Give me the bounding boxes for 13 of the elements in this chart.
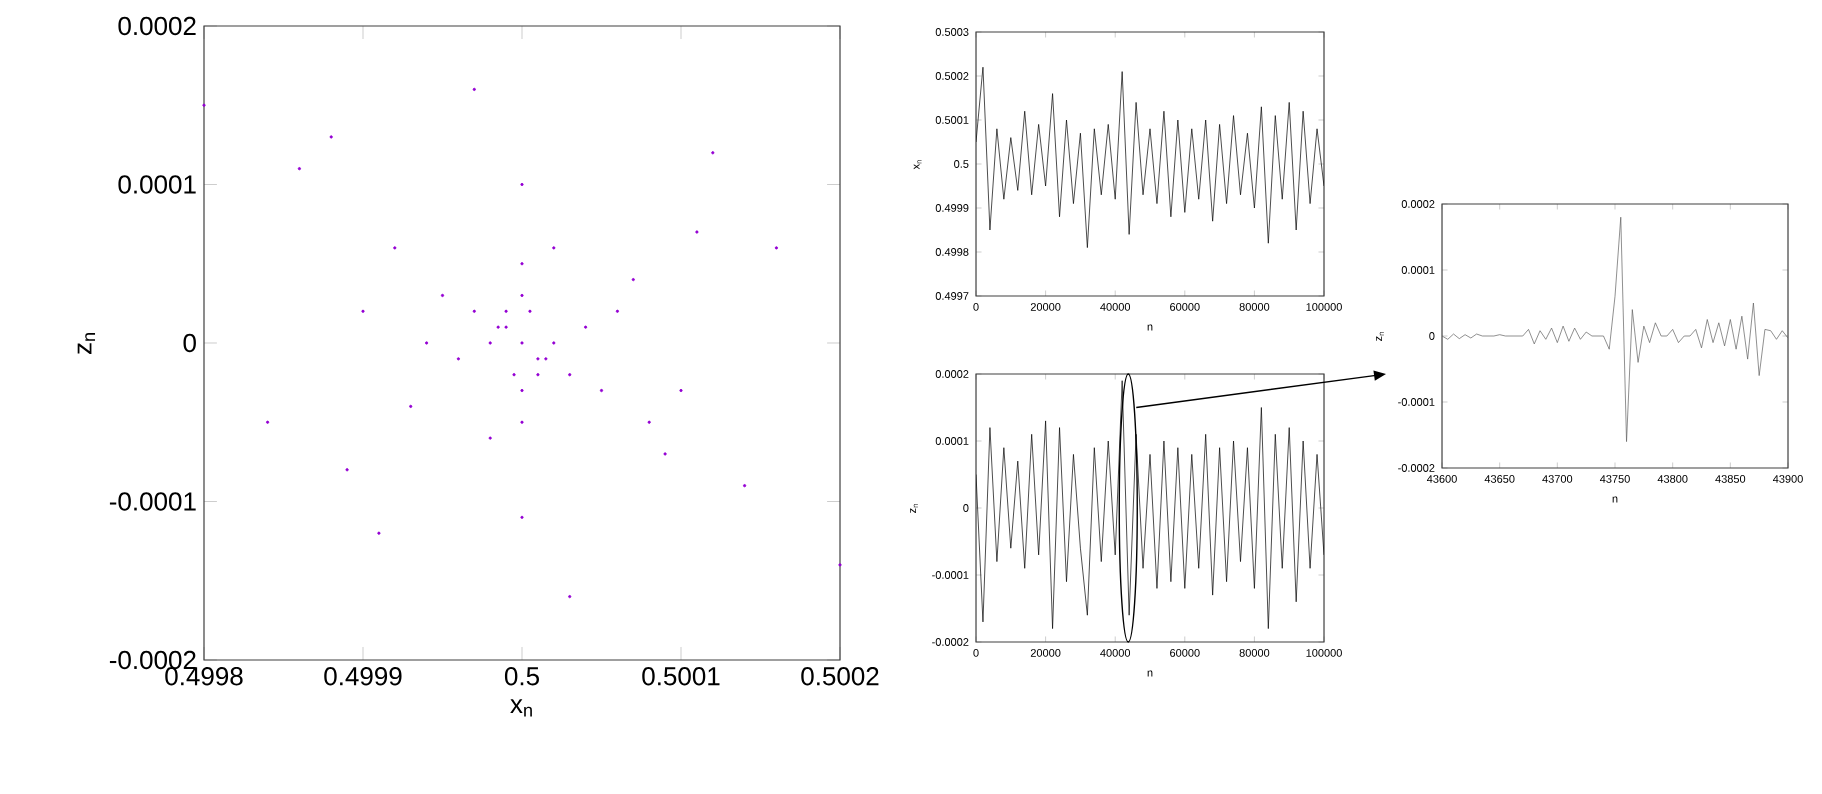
x-tick-label: 0.5001 <box>642 667 720 686</box>
y-tick-label: -0.0001 <box>109 492 196 511</box>
line-series <box>976 66 1324 248</box>
x-tick-label: 0.4998 <box>165 667 243 686</box>
y-axis-title: z$_{n}$ <box>77 333 96 354</box>
y-tick-label: -0.0002 <box>109 650 196 670</box>
x-tick-label: 0.5002 <box>801 667 879 686</box>
x-tick-label: 0.4999 <box>324 667 402 686</box>
x-axis-title: x$_{n}$ <box>510 699 532 717</box>
y-tick-label: 0.0001 <box>118 175 196 194</box>
y-tick-label: 0 <box>183 333 196 353</box>
y-tick-label: 0.0002 <box>118 16 196 36</box>
x-tick-label: 0.5 <box>504 667 539 686</box>
